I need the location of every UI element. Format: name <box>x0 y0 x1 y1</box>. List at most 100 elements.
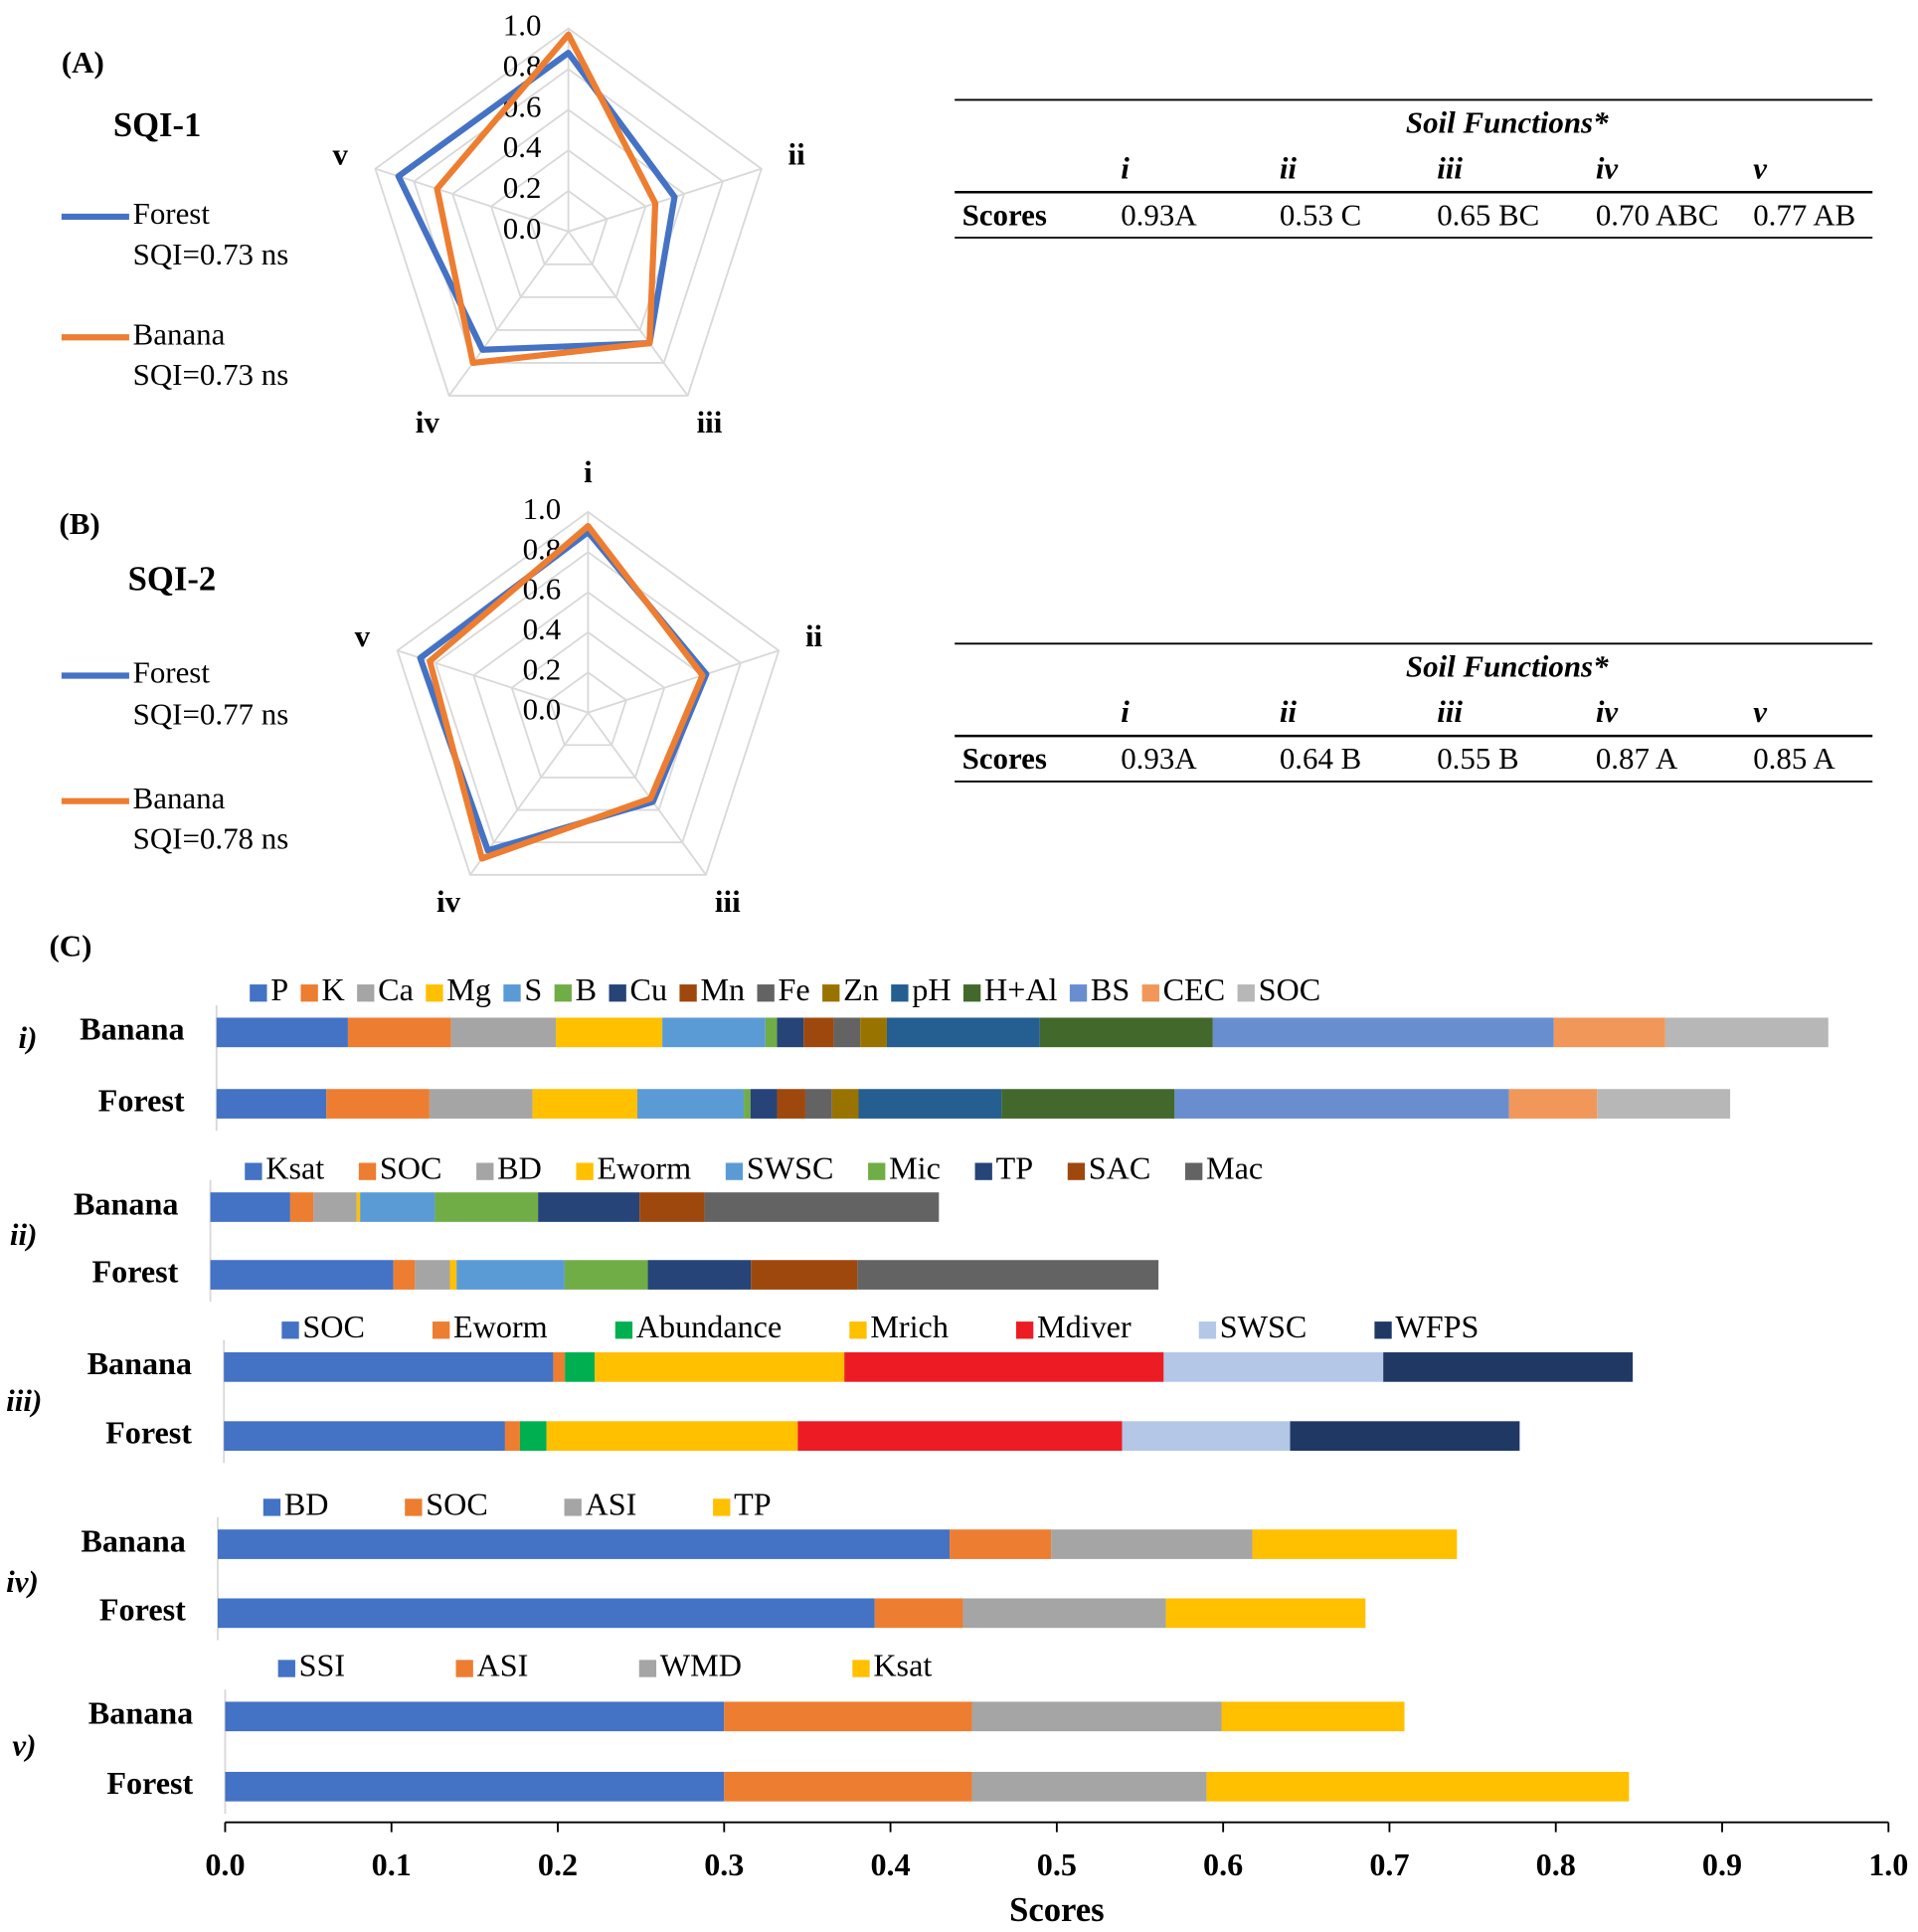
bar-segment <box>546 1421 798 1452</box>
legend-swatch <box>1198 1321 1217 1339</box>
axis-label: i <box>584 454 593 489</box>
bar-segment <box>1553 1017 1665 1048</box>
grid-ring <box>528 189 609 265</box>
bar-segment <box>1051 1529 1253 1559</box>
legend-label: Ksat <box>265 1150 324 1186</box>
axis-label: v <box>332 136 348 171</box>
table-column: i <box>1121 150 1130 185</box>
legend-label: Mg <box>446 971 491 1007</box>
table-cell: 0.93A <box>1121 741 1197 776</box>
grid-ring <box>472 591 704 811</box>
legend-label: Mic <box>889 1150 941 1186</box>
table-row-label: Scores <box>962 197 1047 232</box>
x-tick-label: 0.2 <box>538 1846 578 1882</box>
legend-label: BS <box>1091 971 1130 1007</box>
bar-segment <box>833 1017 861 1048</box>
bar-segment <box>564 1260 648 1290</box>
spoke <box>588 649 780 714</box>
legend-label: SWSC <box>747 1150 834 1186</box>
table-cell: 0.64 B <box>1280 741 1361 776</box>
legend-swatch <box>455 1660 473 1677</box>
bar-segment <box>857 1260 1159 1290</box>
legend-label: Ca <box>378 971 414 1007</box>
axis-label: i <box>564 0 573 6</box>
category-label: Forest <box>106 1765 193 1801</box>
bar-segment <box>858 1089 1002 1119</box>
table-title: Soil Functions* <box>1406 104 1609 139</box>
legend-label: SOC <box>302 1309 365 1344</box>
bar-segment <box>777 1089 805 1119</box>
legend-note: SQI=0.77 ns <box>133 697 289 732</box>
panel-label: iv) <box>6 1564 39 1599</box>
bar-segment <box>218 1598 875 1629</box>
legend-swatch <box>891 984 909 1002</box>
legend-swatch <box>822 984 840 1002</box>
legend-swatch <box>974 1162 992 1180</box>
legend-label: ASI <box>586 1486 637 1521</box>
table-cell: 0.87 A <box>1596 741 1678 776</box>
bar-segment <box>216 1017 348 1048</box>
table-row-label: Scores <box>962 741 1047 776</box>
bar-segment <box>874 1598 963 1629</box>
legend-swatch <box>1185 1162 1203 1180</box>
bar-segment <box>1664 1017 1829 1048</box>
category-label: Forest <box>91 1253 178 1289</box>
table-cell: 0.93A <box>1121 197 1197 232</box>
grid-ring <box>374 27 763 397</box>
bar-segment <box>804 1089 832 1119</box>
legend-swatch <box>358 1162 377 1180</box>
bar-segment <box>704 1192 940 1222</box>
table-cell: 0.53 C <box>1280 197 1361 232</box>
bar-segment <box>218 1529 951 1559</box>
legend-label: Mn <box>700 971 745 1007</box>
bar-segment <box>519 1421 547 1452</box>
bar-segment <box>1221 1701 1405 1732</box>
bar-segment <box>595 1352 845 1382</box>
x-tick-label: 0.8 <box>1536 1846 1576 1882</box>
bar-segment <box>347 1017 451 1048</box>
r-tick-label: 0.2 <box>503 170 542 205</box>
legend-swatch <box>1237 984 1255 1002</box>
legend-swatch <box>476 1162 494 1180</box>
legend-label: Banana <box>133 316 226 351</box>
bar-segment <box>971 1701 1222 1732</box>
bar-segment <box>225 1701 725 1732</box>
legend-label: Mdiver <box>1037 1309 1132 1344</box>
bar-segment <box>450 1017 557 1048</box>
legend-label: Cu <box>630 971 668 1007</box>
table-column: iii <box>1437 694 1463 729</box>
r-tick-label: 1.0 <box>523 491 562 526</box>
table-column: iv <box>1596 694 1619 729</box>
panel-label: (B) <box>59 506 99 541</box>
legend-swatch <box>564 1498 582 1516</box>
bar-segment <box>313 1192 357 1222</box>
panel-label: i) <box>19 1020 38 1055</box>
spoke <box>447 231 570 397</box>
legend-label: H+Al <box>984 971 1058 1007</box>
legend-label: Abundance <box>636 1309 782 1344</box>
r-tick-label: 0.2 <box>523 651 562 686</box>
category-label: Banana <box>81 1522 185 1558</box>
bar-segment <box>435 1192 539 1222</box>
legend-note: SQI=0.73 ns <box>133 237 289 271</box>
axis-label: ii <box>805 618 823 653</box>
bar-segment <box>831 1089 859 1119</box>
legend-label: Banana <box>133 781 226 815</box>
chart-title: SQI-1 <box>113 106 202 144</box>
bar-segment <box>456 1260 565 1290</box>
legend-swatch <box>1141 984 1159 1002</box>
grid-ring <box>548 671 627 747</box>
bar-segment <box>538 1192 640 1222</box>
bar-segment <box>210 1260 394 1290</box>
legend-label: SOC <box>1259 971 1321 1007</box>
x-tick-label: 0.6 <box>1203 1846 1243 1882</box>
bar-segment <box>1001 1089 1175 1119</box>
series-line <box>427 522 706 862</box>
x-tick-label: 0.1 <box>372 1846 412 1882</box>
legend-swatch <box>1069 984 1088 1002</box>
bar-segment <box>224 1352 554 1382</box>
bar-segment <box>751 1260 858 1290</box>
bar-segment <box>553 1352 566 1382</box>
legend-swatch <box>849 1321 867 1339</box>
